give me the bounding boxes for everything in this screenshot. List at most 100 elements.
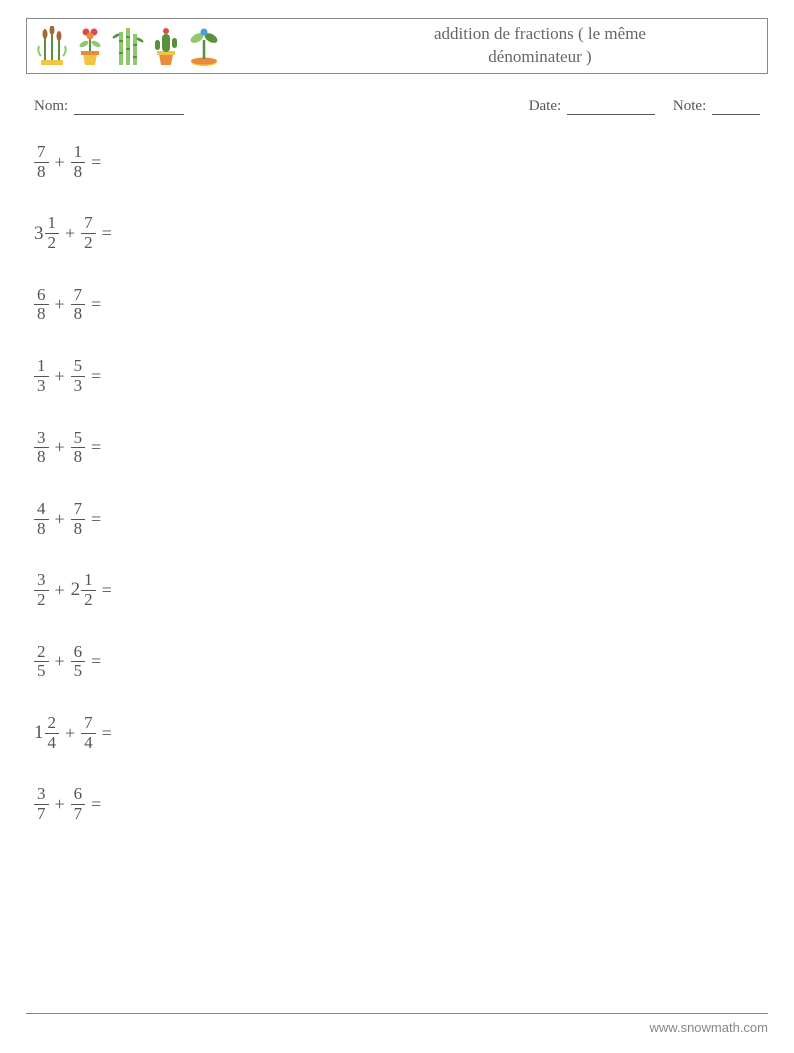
numerator: 6 — [34, 286, 49, 305]
fraction: 58 — [71, 429, 86, 467]
fraction: 72 — [81, 214, 96, 252]
sprout-icon — [187, 26, 221, 66]
meta-row: Nom: Date: Note: — [26, 98, 768, 115]
operator: + — [65, 223, 75, 244]
numerator: 3 — [34, 571, 49, 590]
operator: + — [55, 294, 65, 315]
operator: + — [55, 580, 65, 601]
numerator: 7 — [34, 143, 49, 162]
numerator: 4 — [34, 500, 49, 519]
name-label: Nom: — [34, 98, 68, 114]
numerator: 6 — [71, 643, 86, 662]
numerator: 7 — [71, 286, 86, 305]
denominator: 8 — [34, 447, 49, 467]
numerator: 7 — [81, 714, 96, 733]
equals-sign: = — [102, 223, 112, 244]
problem-row: 13+53= — [34, 357, 760, 395]
equals-sign: = — [91, 794, 101, 815]
numerator: 7 — [81, 214, 96, 233]
numerator: 5 — [71, 429, 86, 448]
date-blank[interactable] — [567, 114, 655, 115]
denominator: 7 — [71, 804, 86, 824]
equals-sign: = — [91, 366, 101, 387]
fraction: 13 — [34, 357, 49, 395]
worksheet-title: addition de fractions ( le même dénomina… — [221, 23, 759, 69]
title-line-1: addition de fractions ( le même — [434, 24, 646, 43]
operator: + — [55, 437, 65, 458]
fraction: 37 — [34, 785, 49, 823]
operator: + — [55, 152, 65, 173]
fraction: 68 — [34, 286, 49, 324]
numerator: 1 — [45, 214, 60, 233]
header-box: addition de fractions ( le même dénomina… — [26, 18, 768, 74]
fraction: 25 — [34, 643, 49, 681]
problem-row: 312+72= — [34, 214, 760, 252]
problem-row: 25+65= — [34, 643, 760, 681]
numerator: 2 — [45, 714, 60, 733]
equals-sign: = — [91, 437, 101, 458]
denominator: 8 — [71, 519, 86, 539]
whole-number: 1 — [34, 722, 44, 744]
fraction: 53 — [71, 357, 86, 395]
denominator: 4 — [81, 733, 96, 753]
whole-number: 2 — [71, 579, 81, 601]
denominator: 5 — [34, 661, 49, 681]
fraction: 12 — [81, 571, 96, 609]
denominator: 8 — [71, 447, 86, 467]
numerator: 2 — [34, 643, 49, 662]
meta-date: Date: — [529, 98, 655, 115]
denominator: 2 — [45, 233, 60, 253]
meta-note: Note: — [673, 98, 760, 115]
denominator: 8 — [34, 162, 49, 182]
problem-row: 68+78= — [34, 286, 760, 324]
fraction: 12 — [45, 214, 60, 252]
cactus-pot-icon — [149, 26, 183, 66]
numerator: 7 — [71, 500, 86, 519]
denominator: 8 — [34, 304, 49, 324]
fraction: 78 — [34, 143, 49, 181]
equals-sign: = — [102, 723, 112, 744]
operator: + — [55, 366, 65, 387]
equals-sign: = — [91, 294, 101, 315]
fraction: 78 — [71, 500, 86, 538]
operator: + — [55, 651, 65, 672]
problem-row: 78+18= — [34, 143, 760, 181]
numerator: 1 — [71, 143, 86, 162]
equals-sign: = — [91, 509, 101, 530]
denominator: 3 — [34, 376, 49, 396]
numerator: 5 — [71, 357, 86, 376]
denominator: 5 — [71, 661, 86, 681]
numerator: 3 — [34, 785, 49, 804]
operator: + — [55, 509, 65, 530]
problem-row: 48+78= — [34, 500, 760, 538]
denominator: 7 — [34, 804, 49, 824]
denominator: 2 — [81, 590, 96, 610]
problem-row: 32+212= — [34, 571, 760, 609]
fraction: 67 — [71, 785, 86, 823]
denominator: 8 — [34, 519, 49, 539]
fraction: 18 — [71, 143, 86, 181]
denominator: 2 — [34, 590, 49, 610]
operator: + — [55, 794, 65, 815]
fraction: 38 — [34, 429, 49, 467]
note-blank[interactable] — [712, 114, 760, 115]
denominator: 4 — [45, 733, 60, 753]
note-label: Note: — [673, 98, 706, 114]
name-blank[interactable] — [74, 114, 184, 115]
fraction: 78 — [71, 286, 86, 324]
problem-row: 124+74= — [34, 714, 760, 752]
meta-name: Nom: — [34, 98, 529, 115]
fraction: 74 — [81, 714, 96, 752]
title-line-2: dénominateur ) — [488, 47, 591, 66]
fraction: 24 — [45, 714, 60, 752]
flower-pot-icon — [73, 26, 107, 66]
numerator: 3 — [34, 429, 49, 448]
problem-row: 38+58= — [34, 429, 760, 467]
operator: + — [65, 723, 75, 744]
equals-sign: = — [91, 651, 101, 672]
numerator: 1 — [34, 357, 49, 376]
denominator: 8 — [71, 304, 86, 324]
footer: www.snowmath.com — [26, 1013, 768, 1035]
header-icons — [35, 26, 221, 66]
denominator: 2 — [81, 233, 96, 253]
